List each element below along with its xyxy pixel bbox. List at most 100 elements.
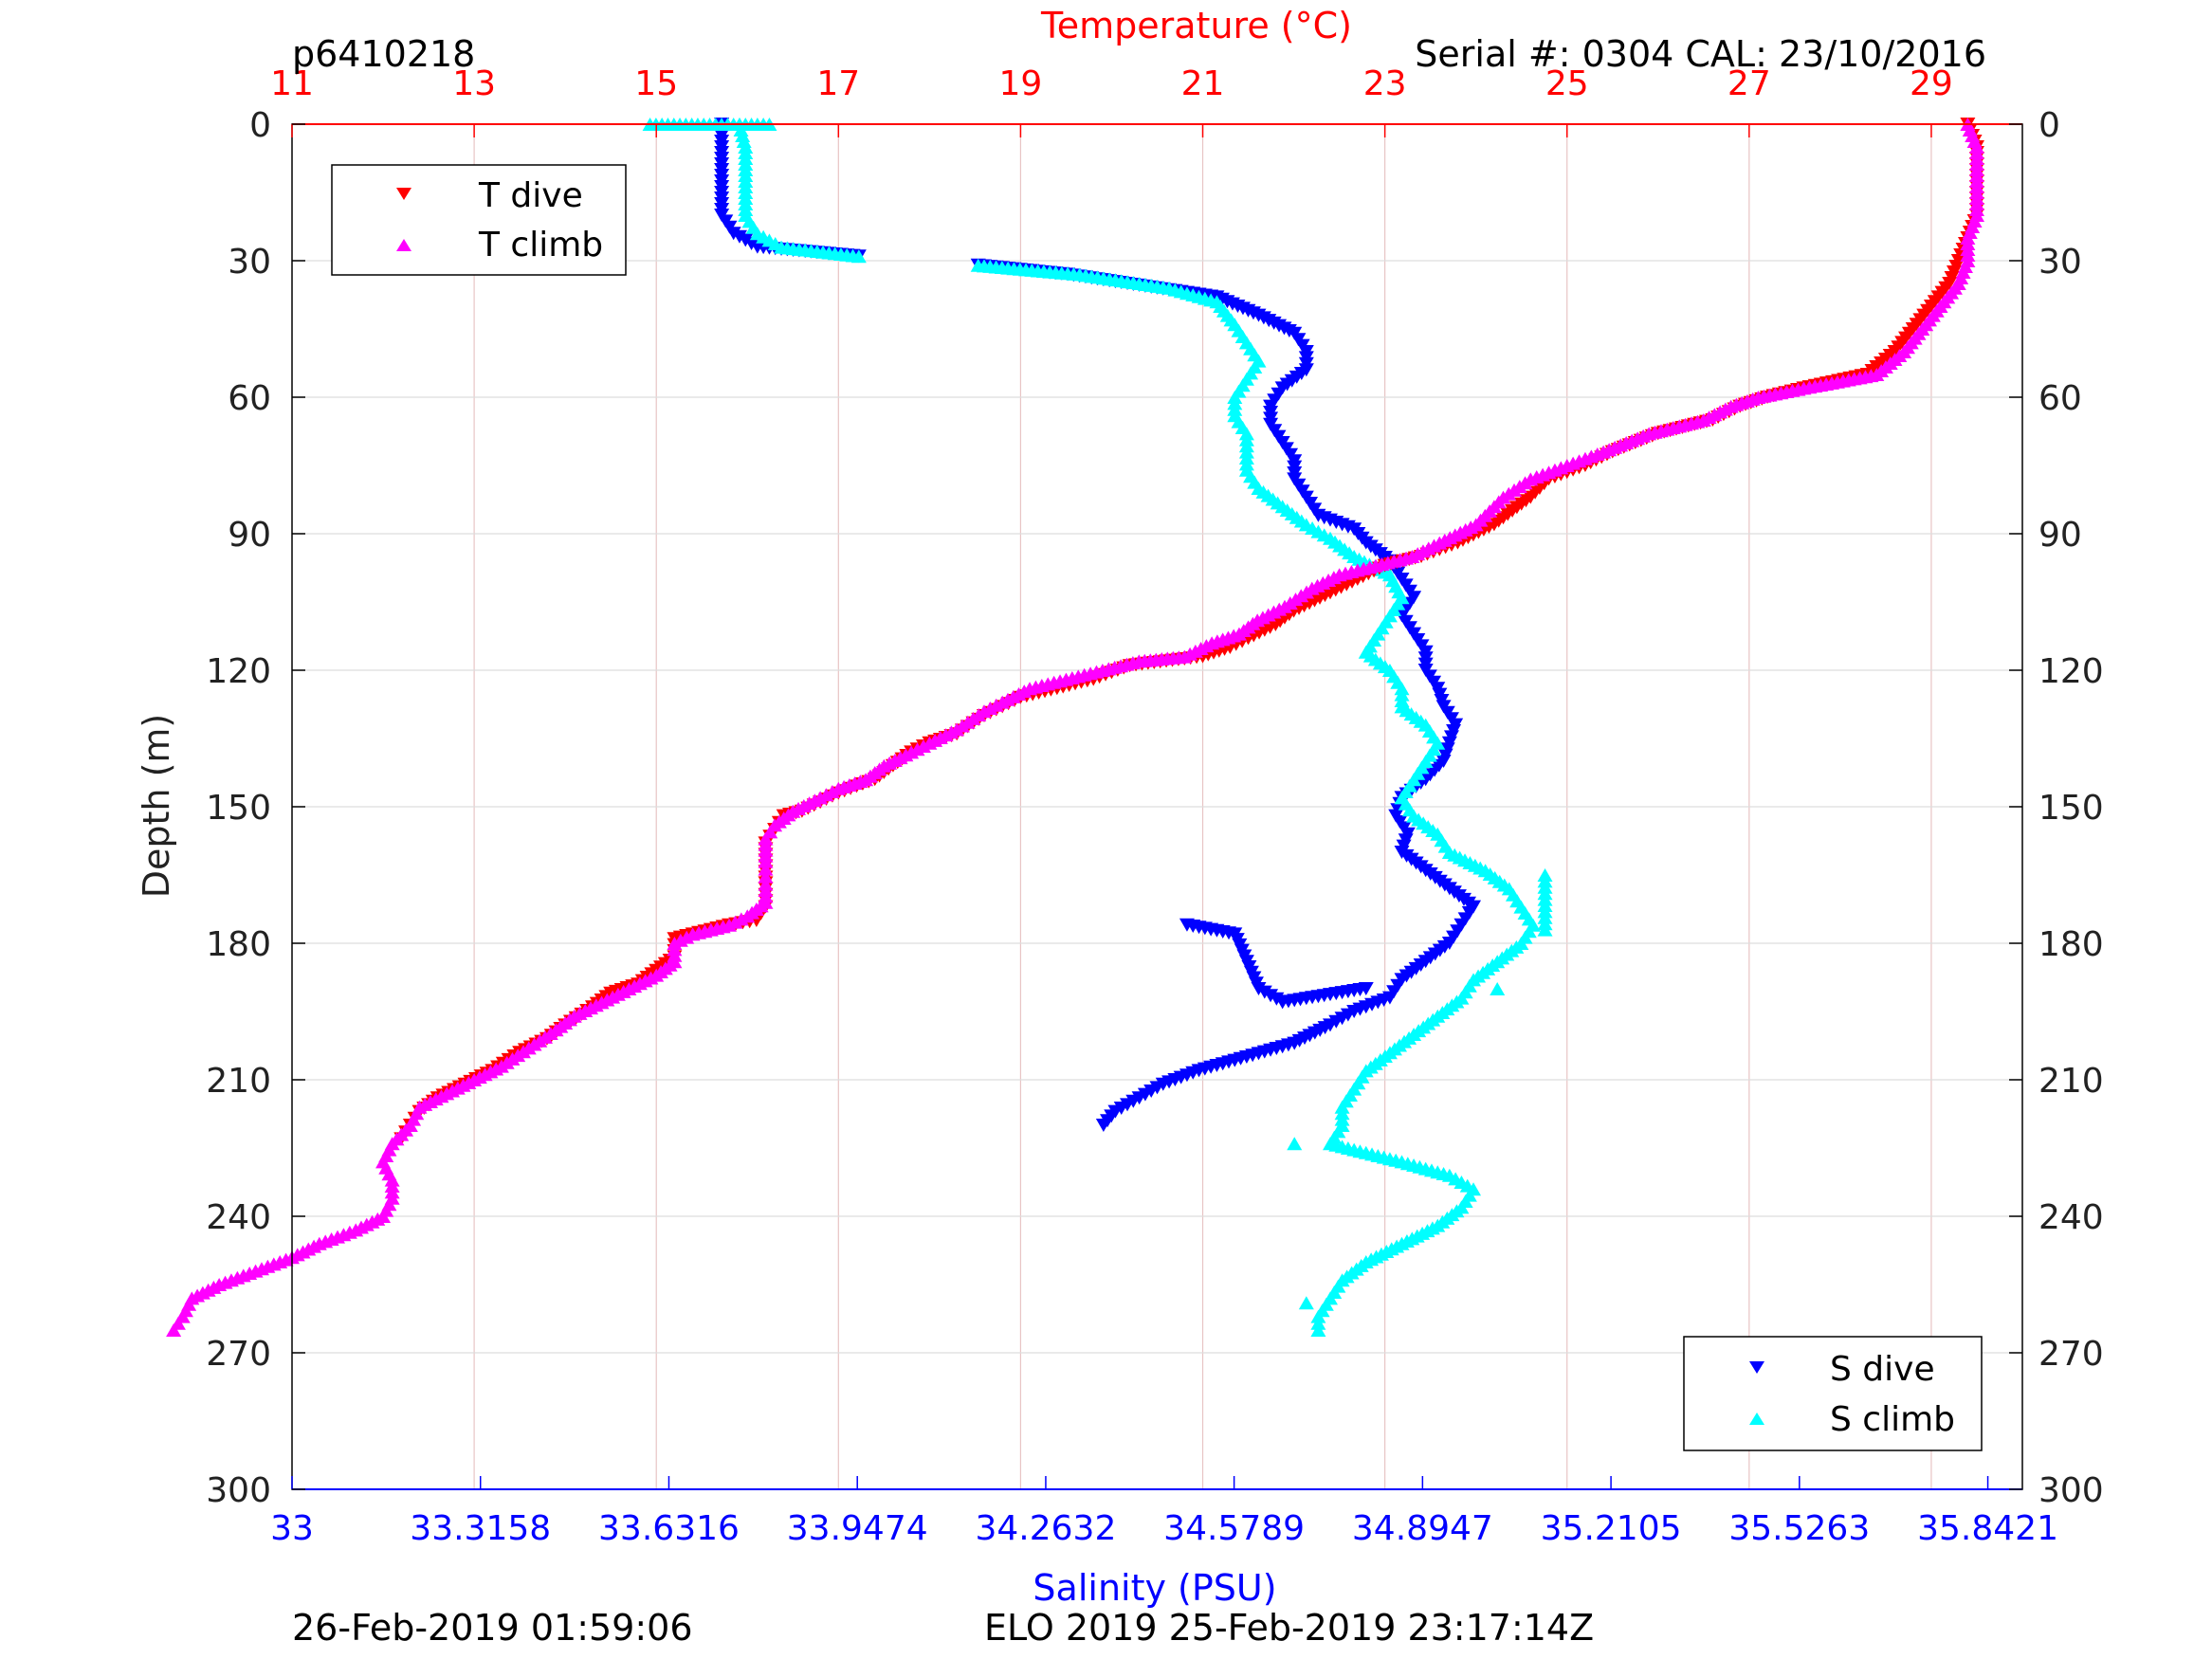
data-point-s-climb — [1310, 1323, 1326, 1337]
temperature-tick-label: 17 — [816, 64, 860, 103]
data-point-s-dive — [1346, 1005, 1362, 1018]
depth-tick-label-right: 60 — [2038, 379, 2082, 418]
depth-tick-label-left: 180 — [206, 925, 271, 964]
data-point-s-dive — [1328, 1014, 1344, 1029]
depth-tick-label-left: 0 — [249, 106, 271, 145]
data-point-s-dive — [1137, 1087, 1153, 1102]
data-point-s-dive — [1113, 1102, 1129, 1115]
data-point-t-climb — [758, 862, 774, 876]
salinity-tick-label: 33.3158 — [410, 1509, 551, 1548]
temperature-tick-label: 25 — [1545, 64, 1589, 103]
data-point-s-dive — [1155, 1077, 1171, 1091]
depth-tick-label-left: 90 — [228, 516, 271, 555]
serial-calibration-label: Serial #: 0304 CAL: 23/10/2016 — [1415, 33, 1986, 75]
data-point-s-climb — [1310, 1309, 1326, 1323]
data-point-s-dive — [738, 233, 754, 247]
depth-tick-label-left: 120 — [206, 652, 271, 691]
temperature-tick-label: 27 — [1728, 64, 1771, 103]
depth-tick-label-left: 150 — [206, 789, 271, 828]
data-point-s-dive — [731, 229, 747, 244]
temperature-axis-label: Temperature (°C) — [1040, 5, 1352, 46]
salinity-tick-label: 34.5789 — [1163, 1509, 1305, 1548]
profile-id: p6410218 — [292, 33, 475, 75]
temperature-tick-label: 19 — [999, 64, 1043, 103]
depth-tick-label-right: 90 — [2038, 516, 2082, 555]
data-point-s-dive — [1125, 1094, 1142, 1108]
legend-marker-s-dive — [1749, 1361, 1764, 1374]
depth-tick-label-right: 150 — [2038, 789, 2104, 828]
data-point-s-climb — [1537, 922, 1553, 937]
legend-label-s-dive: S dive — [1830, 1350, 1935, 1389]
legend-label-t-climb: T climb — [478, 226, 603, 264]
temperature-tick-label: 11 — [270, 64, 314, 103]
salinity-legend-box — [1683, 1336, 1983, 1451]
legend-marker-t-dive — [396, 188, 411, 200]
depth-axis-label: Depth (m) — [136, 714, 177, 899]
temperature-legend: T dive T climb — [331, 164, 627, 276]
depth-tick-label-right: 120 — [2038, 652, 2104, 691]
depth-tick-label-left: 210 — [206, 1062, 271, 1101]
depth-tick-label-right: 240 — [2038, 1198, 2104, 1237]
salinity-tick-label: 34.8947 — [1352, 1509, 1493, 1548]
series-t-climb — [166, 118, 1984, 1337]
data-point-s-dive — [1143, 1085, 1160, 1098]
depth-tick-label-right: 300 — [2038, 1471, 2104, 1510]
depth-tick-label-right: 210 — [2038, 1062, 2104, 1101]
temperature-tick-label: 29 — [1910, 64, 1953, 103]
data-point-s-dive — [1358, 982, 1374, 995]
temperature-tick-label: 13 — [452, 64, 496, 103]
salinity-tick-label: 35.2105 — [1541, 1509, 1682, 1548]
series-s-climb — [642, 118, 1553, 1337]
depth-tick-label-left: 240 — [206, 1198, 271, 1237]
temperature-tick-label: 23 — [1363, 64, 1407, 103]
salinity-tick-label: 35.5263 — [1728, 1509, 1870, 1548]
depth-tick-label-left: 60 — [228, 379, 271, 418]
data-point-t-climb — [758, 869, 774, 884]
legend-marker-s-climb — [1749, 1413, 1764, 1425]
data-point-s-dive — [1131, 1091, 1147, 1105]
mission-timestamp: ELO 2019 25-Feb-2019 23:17:14Z — [984, 1607, 1594, 1649]
depth-tick-label-left: 300 — [206, 1471, 271, 1510]
axes: 11 13 15 17 19 21 23 25 27 29 33 33.3158 33.6316 33.9… — [206, 64, 2103, 1548]
depth-tick-label-left: 30 — [228, 243, 271, 282]
salinity-tick-label: 33.6316 — [598, 1509, 740, 1548]
data-point-s-dive — [1263, 989, 1279, 1003]
data-point-s-climb — [1310, 1316, 1326, 1330]
grid — [292, 124, 2022, 1489]
depth-tick-label-left: 270 — [206, 1335, 271, 1374]
salinity-tick-label: 34.2632 — [976, 1509, 1117, 1548]
temperature-legend-box — [331, 164, 627, 276]
salinity-axis-label: Salinity (PSU) — [1033, 1567, 1276, 1609]
data-point-s-climb — [1298, 1296, 1314, 1310]
data-point-s-dive — [1340, 1008, 1356, 1022]
salinity-tick-label: 35.8421 — [1917, 1509, 2058, 1548]
depth-tick-label-right: 30 — [2038, 243, 2082, 282]
legend-label-s-climb: S climb — [1830, 1400, 1955, 1439]
data-point-s-dive — [725, 227, 741, 241]
salinity-legend: S dive S climb — [1683, 1336, 1983, 1451]
data-point-t-climb — [166, 1323, 182, 1337]
salinity-tick-label: 33.9474 — [787, 1509, 928, 1548]
data-point-s-climb — [850, 249, 867, 264]
temperature-tick-label: 15 — [634, 64, 678, 103]
data-point-s-dive — [1256, 985, 1272, 999]
series-layer — [166, 118, 1984, 1337]
legend-marker-t-climb — [396, 239, 411, 251]
data-point-s-climb — [1490, 982, 1506, 995]
data-point-s-dive — [1149, 1081, 1165, 1095]
data-point-s-dive — [1251, 982, 1267, 995]
data-point-s-dive — [1095, 1119, 1111, 1132]
data-point-s-dive — [1120, 1098, 1136, 1112]
data-point-t-climb — [758, 854, 774, 868]
data-point-s-climb — [1287, 1137, 1303, 1151]
data-point-s-dive — [743, 237, 759, 250]
depth-tick-label-right: 180 — [2038, 925, 2104, 964]
legend-label-t-dive: T dive — [478, 176, 583, 215]
data-point-s-dive — [1334, 1012, 1350, 1026]
generated-timestamp: 26-Feb-2019 01:59:06 — [292, 1607, 693, 1649]
data-point-s-dive — [1269, 992, 1285, 1006]
salinity-tick-label: 33 — [270, 1509, 314, 1548]
depth-tick-label-right: 0 — [2038, 106, 2060, 145]
temperature-tick-label: 21 — [1181, 64, 1225, 103]
